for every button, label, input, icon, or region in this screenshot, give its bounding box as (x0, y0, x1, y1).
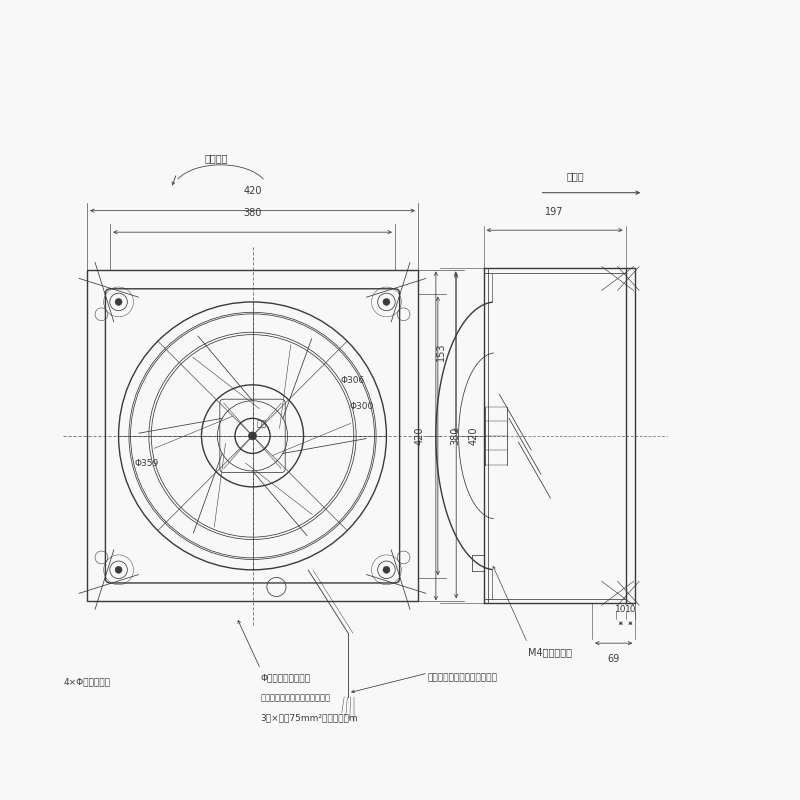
Circle shape (249, 432, 257, 440)
Circle shape (115, 566, 122, 574)
Text: 197: 197 (546, 207, 564, 218)
Text: 380: 380 (243, 208, 262, 218)
Text: M4アースネジ: M4アースネジ (527, 647, 571, 657)
Text: 回転方向: 回転方向 (205, 153, 228, 163)
Circle shape (115, 298, 122, 306)
Text: 69: 69 (607, 654, 620, 664)
Circle shape (383, 298, 390, 306)
Text: 420: 420 (468, 426, 478, 445)
Text: ビニルキャプタイヤケーブル: ビニルキャプタイヤケーブル (428, 673, 498, 682)
Text: 10: 10 (625, 605, 636, 614)
Text: 4×Φ１０取付穴: 4×Φ１０取付穴 (63, 677, 110, 686)
Bar (87, 270, 418, 602)
Text: Φ359: Φ359 (134, 459, 158, 468)
Circle shape (383, 566, 390, 574)
Text: 153: 153 (436, 343, 446, 362)
Text: Φ300: Φ300 (350, 402, 374, 411)
Text: 420: 420 (243, 186, 262, 196)
Text: 420: 420 (414, 426, 425, 445)
Text: 電動式シャッターコード取出用: 電動式シャッターコード取出用 (261, 693, 330, 702)
Text: Φ１３ノックアウト: Φ１３ノックアウト (261, 673, 310, 682)
Text: 風方向: 風方向 (566, 170, 584, 181)
Text: 3芯×０．75mm²　有効長１m: 3芯×０．75mm² 有効長１m (261, 713, 358, 722)
Text: Φ306: Φ306 (340, 375, 365, 385)
Text: 10: 10 (615, 605, 626, 614)
Text: 380: 380 (450, 426, 460, 445)
Text: 路板: 路板 (257, 419, 267, 429)
